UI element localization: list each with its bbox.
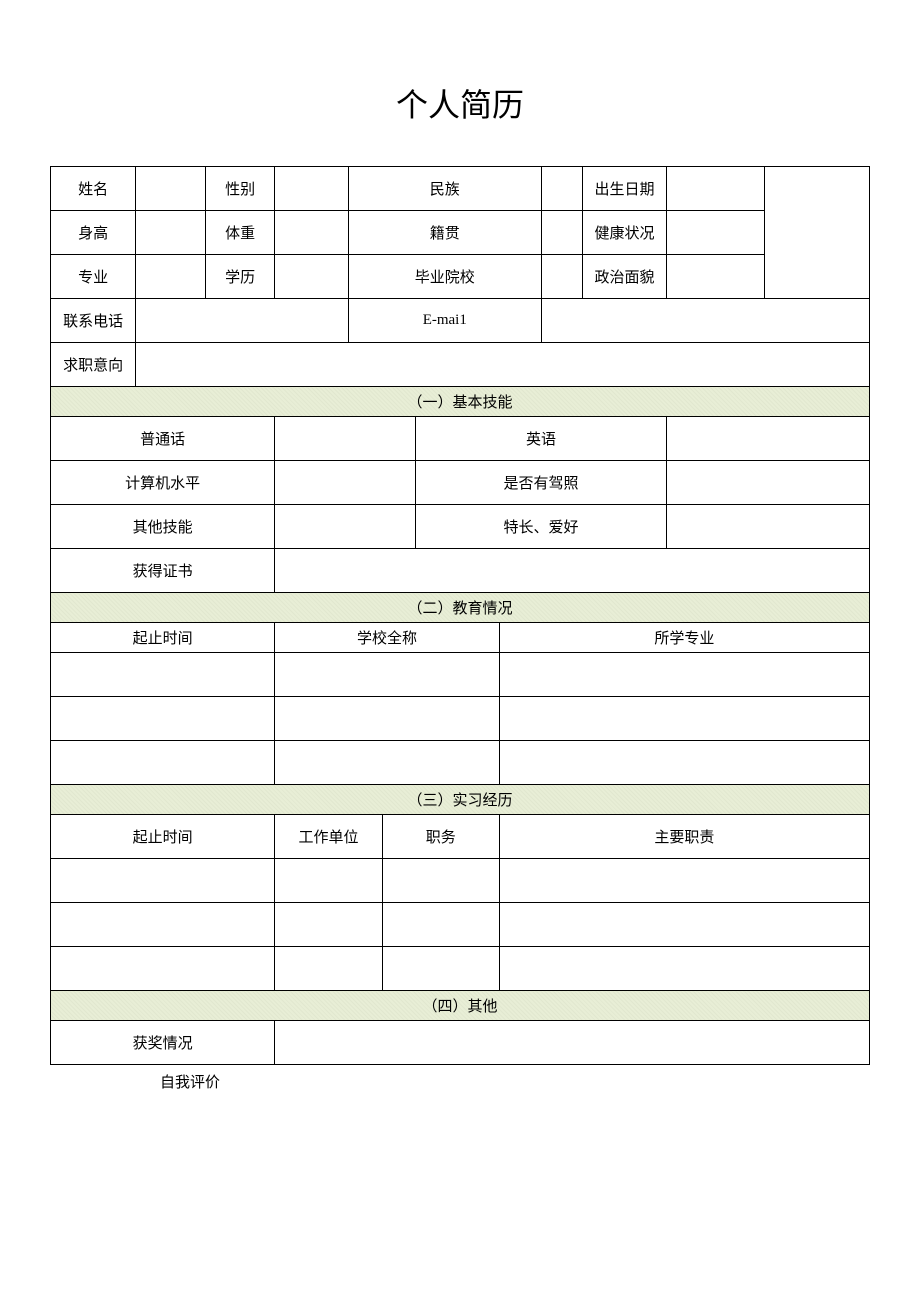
- value-phone: [136, 299, 349, 343]
- value-certs: [275, 549, 870, 593]
- label-license: 是否有驾照: [416, 461, 667, 505]
- label-email: E-mai1: [349, 299, 541, 343]
- edu-row-school: [275, 741, 499, 785]
- intern-header-duty: 主要职责: [499, 815, 869, 859]
- value-weight: [275, 211, 349, 255]
- value-other-skills: [275, 505, 416, 549]
- label-native-place: 籍贯: [349, 211, 541, 255]
- label-job-intent: 求职意向: [51, 343, 136, 387]
- label-ethnicity: 民族: [349, 167, 541, 211]
- label-computer: 计算机水平: [51, 461, 275, 505]
- label-weight: 体重: [205, 211, 275, 255]
- label-phone: 联系电话: [51, 299, 136, 343]
- intern-row-duty: [499, 859, 869, 903]
- value-native-place: [541, 211, 583, 255]
- value-name: [136, 167, 206, 211]
- label-height: 身高: [51, 211, 136, 255]
- intern-row-period: [51, 859, 275, 903]
- value-gender: [275, 167, 349, 211]
- edu-header-school: 学校全称: [275, 623, 499, 653]
- label-other-skills: 其他技能: [51, 505, 275, 549]
- intern-row-company: [275, 859, 382, 903]
- value-english: [666, 417, 869, 461]
- page-title: 个人简历: [50, 80, 870, 126]
- value-school: [541, 255, 583, 299]
- intern-row-position: [382, 859, 499, 903]
- intern-row-duty: [499, 903, 869, 947]
- label-political: 政治面貌: [583, 255, 667, 299]
- edu-row-major: [499, 741, 869, 785]
- intern-row-period: [51, 947, 275, 991]
- label-major: 专业: [51, 255, 136, 299]
- label-awards: 获奖情况: [51, 1021, 275, 1065]
- label-certs: 获得证书: [51, 549, 275, 593]
- intern-row-period: [51, 903, 275, 947]
- section-other: （四）其他: [51, 991, 870, 1021]
- label-name: 姓名: [51, 167, 136, 211]
- label-gender: 性别: [205, 167, 275, 211]
- edu-row-major: [499, 653, 869, 697]
- edu-row-period: [51, 741, 275, 785]
- value-mandarin: [275, 417, 416, 461]
- section-skills: （一）基本技能: [51, 387, 870, 417]
- value-license: [666, 461, 869, 505]
- intern-header-period: 起止时间: [51, 815, 275, 859]
- edu-row-major: [499, 697, 869, 741]
- value-computer: [275, 461, 416, 505]
- label-school: 毕业院校: [349, 255, 541, 299]
- value-health: [666, 211, 764, 255]
- edu-row-period: [51, 653, 275, 697]
- label-birth: 出生日期: [583, 167, 667, 211]
- section-education: （二）教育情况: [51, 593, 870, 623]
- intern-row-company: [275, 903, 382, 947]
- intern-row-duty: [499, 947, 869, 991]
- intern-row-position: [382, 947, 499, 991]
- section-intern: （三）实习经历: [51, 785, 870, 815]
- value-job-intent: [136, 343, 870, 387]
- label-english: 英语: [416, 417, 667, 461]
- value-ethnicity: [541, 167, 583, 211]
- intern-header-position: 职务: [382, 815, 499, 859]
- value-education: [275, 255, 349, 299]
- edu-row-school: [275, 697, 499, 741]
- resume-table: 姓名 性别 民族 出生日期 身高 体重 籍贯 健康状况 专业 学历: [50, 166, 870, 1065]
- edu-row-school: [275, 653, 499, 697]
- label-mandarin: 普通话: [51, 417, 275, 461]
- value-email: [541, 299, 869, 343]
- intern-header-company: 工作单位: [275, 815, 382, 859]
- intern-row-company: [275, 947, 382, 991]
- value-birth: [666, 167, 764, 211]
- value-awards: [275, 1021, 870, 1065]
- photo-area: [765, 167, 870, 299]
- value-major: [136, 255, 206, 299]
- edu-header-period: 起止时间: [51, 623, 275, 653]
- edu-row-period: [51, 697, 275, 741]
- value-hobby: [666, 505, 869, 549]
- label-health: 健康状况: [583, 211, 667, 255]
- edu-header-major: 所学专业: [499, 623, 869, 653]
- value-height: [136, 211, 206, 255]
- resume-page: 个人简历 姓名 性别 民族 出生日期: [50, 80, 870, 1092]
- label-education: 学历: [205, 255, 275, 299]
- label-hobby: 特长、爱好: [416, 505, 667, 549]
- label-self-eval: 自我评价: [50, 1071, 870, 1092]
- value-political: [666, 255, 764, 299]
- intern-row-position: [382, 903, 499, 947]
